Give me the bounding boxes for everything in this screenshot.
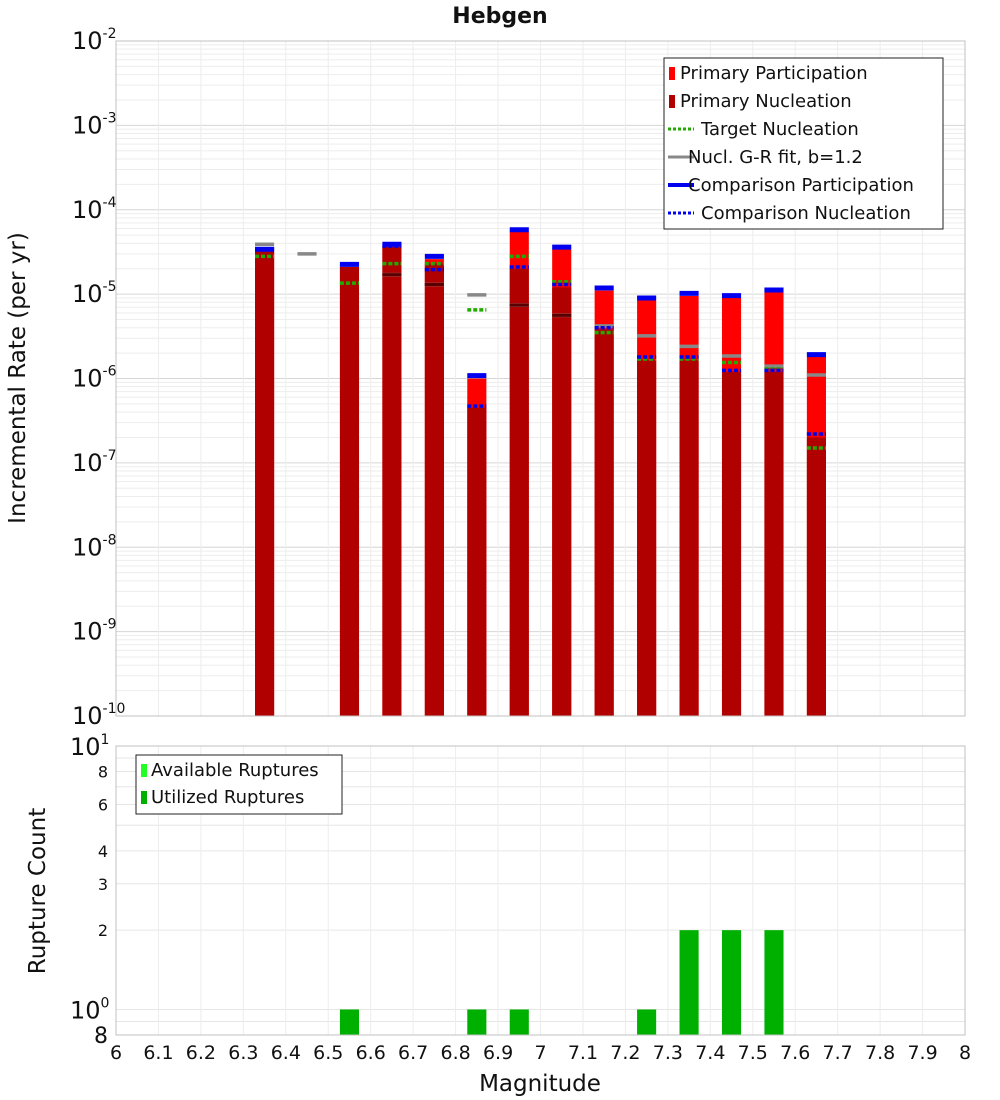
y-tick-label: 101 <box>70 732 109 761</box>
primary-nucleation-bar <box>509 268 529 716</box>
legend-label: Nucl. G-R fit, b=1.2 <box>688 147 863 168</box>
x-tick-label: 6.8 <box>440 1042 470 1064</box>
x-tick-label: 6 <box>110 1042 122 1064</box>
y-tick-label: 10-10 <box>72 701 125 730</box>
top-plot-frame <box>115 40 966 717</box>
x-tick-label: 7.5 <box>738 1042 768 1064</box>
legend-label: Available Ruptures <box>151 760 319 781</box>
x-tick-label: 6.6 <box>356 1042 386 1064</box>
bottom-plot-bars <box>339 930 784 1035</box>
x-tick-label: 6.7 <box>398 1042 428 1064</box>
x-tick-label: 7.7 <box>823 1042 853 1064</box>
top-y-tick-labels: 10-10 10-9 10-8 10-7 10-6 10-5 10-4 10-3 10-2 <box>72 26 125 730</box>
x-tick-label: 6.1 <box>143 1042 173 1064</box>
legend-label: Target Nucleation <box>700 119 859 140</box>
x-tick-label: 6.5 <box>313 1042 343 1064</box>
bottom-legend: Available Ruptures Utilized Ruptures <box>135 754 343 815</box>
y-tick-label: 10-4 <box>72 195 117 224</box>
y-tick-label: 10-5 <box>72 279 117 308</box>
top-legend-box <box>663 57 944 230</box>
legend-swatch <box>141 764 147 777</box>
primary-nucleation-bar <box>721 371 742 716</box>
legend-swatch <box>669 67 675 80</box>
x-axis-label: Magnitude <box>479 1071 601 1097</box>
y-tick-label: 3 <box>98 875 108 894</box>
legend-label: Comparison Nucleation <box>701 203 911 224</box>
primary-nucleation-bar <box>424 263 444 716</box>
x-tick-label: 6.2 <box>186 1042 216 1064</box>
y-tick-label: 4 <box>98 842 108 861</box>
chart-title: Hebgen <box>452 4 547 29</box>
x-tick-label: 7.9 <box>907 1042 937 1064</box>
x-tick-label: 7 <box>534 1042 546 1064</box>
legend-swatch <box>141 791 147 804</box>
x-tick-label: 7.6 <box>780 1042 810 1064</box>
y-tick-label: 10-7 <box>72 448 117 477</box>
x-tick-label: 8 <box>959 1042 971 1064</box>
primary-nucleation-bar <box>679 360 699 716</box>
y-tick-label: 10-9 <box>72 617 117 646</box>
bottom-legend-box <box>135 754 343 815</box>
x-tick-label: 7.4 <box>695 1042 725 1064</box>
bottom-plot-frame <box>115 745 966 1036</box>
legend-label: Primary Participation <box>680 63 868 84</box>
x-tick-label: 6.4 <box>271 1042 301 1064</box>
y-tick-label: 8 <box>94 1024 108 1049</box>
legend-swatch <box>669 95 675 108</box>
y-tick-label: 8 <box>98 763 108 782</box>
x-tick-label: 7.2 <box>610 1042 640 1064</box>
top-plot-lines <box>255 227 826 450</box>
utilized-ruptures-bar <box>637 1009 657 1035</box>
utilized-ruptures-bar <box>467 1009 487 1035</box>
y-tick-label: 6 <box>98 795 108 814</box>
primary-nucleation-bar <box>339 266 360 716</box>
x-tick-label: 7.1 <box>568 1042 598 1064</box>
primary-nucleation-bar <box>764 371 784 716</box>
utilized-ruptures-bar <box>764 930 784 1035</box>
x-tick-label: 6.3 <box>228 1042 258 1064</box>
utilized-ruptures-bar <box>339 1009 360 1035</box>
bottom-y-axis-label: Rupture Count <box>25 808 51 974</box>
y-tick-label: 10-3 <box>72 110 117 139</box>
utilized-ruptures-bar <box>679 930 699 1035</box>
top-legend: Primary Participation Primary Nucleation T… <box>663 57 944 230</box>
primary-nucleation-bar <box>255 251 275 716</box>
y-tick-label: 100 <box>70 995 109 1024</box>
legend-label: Comparison Participation <box>688 175 914 196</box>
primary-nucleation-bar <box>382 247 402 716</box>
y-tick-label: 10-8 <box>72 532 117 561</box>
y-tick-label: 10-2 <box>72 26 117 55</box>
primary-nucleation-bar <box>552 287 572 716</box>
primary-nucleation-bar <box>594 329 614 716</box>
utilized-ruptures-bar <box>721 930 742 1035</box>
top-plot-bars <box>255 231 826 716</box>
x-tick-label: 7.3 <box>653 1042 683 1064</box>
x-tick-label: 7.8 <box>865 1042 895 1064</box>
y-tick-label: 2 <box>98 921 108 940</box>
primary-nucleation-bar <box>637 360 657 716</box>
primary-nucleation-bar <box>806 437 826 716</box>
legend-label: Utilized Ruptures <box>151 787 304 808</box>
top-y-axis-label: Incremental Rate (per yr) <box>5 232 31 524</box>
x-tick-labels: 6 6.1 6.2 6.3 6.4 6.5 6.6 6.7 6.8 6.9 7 7.1 7.2 7.3 7.… <box>110 1042 971 1064</box>
primary-nucleation-bar <box>467 407 487 716</box>
utilized-ruptures-bar <box>509 1009 529 1035</box>
legend-label: Primary Nucleation <box>680 91 852 112</box>
y-tick-label: 10-6 <box>72 364 117 393</box>
x-tick-label: 6.9 <box>483 1042 513 1064</box>
